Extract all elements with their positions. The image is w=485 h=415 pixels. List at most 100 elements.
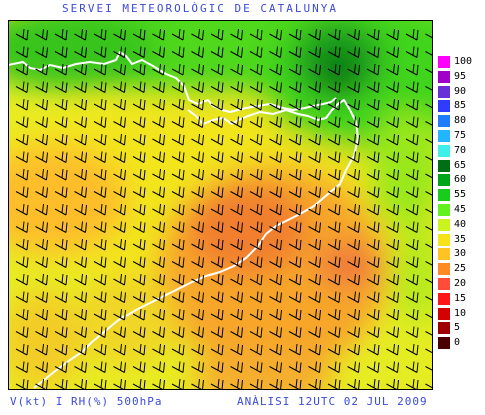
wind-barb xyxy=(230,291,243,303)
legend-item: 40 xyxy=(438,218,485,231)
wind-barb xyxy=(386,203,399,216)
wind-barb xyxy=(54,133,68,146)
wind-barb xyxy=(54,221,68,233)
wind-barb xyxy=(230,326,243,338)
wind-barb xyxy=(327,168,341,181)
wind-barb xyxy=(54,273,68,286)
legend-item: 75 xyxy=(438,130,485,142)
wind-barb xyxy=(54,46,68,58)
wind-barb xyxy=(171,116,185,128)
wind-barb xyxy=(152,238,165,251)
wind-barb xyxy=(132,343,146,356)
wind-barb xyxy=(386,326,399,338)
legend-swatch xyxy=(438,233,450,246)
wind-barb xyxy=(132,221,146,233)
wind-barb xyxy=(308,186,321,198)
legend-swatch xyxy=(438,204,450,216)
wind-barb xyxy=(230,221,243,233)
wind-barb xyxy=(308,81,321,93)
wind-barb xyxy=(366,133,380,146)
wind-barb xyxy=(386,361,399,373)
wind-barb xyxy=(249,98,263,111)
legend-label: 75 xyxy=(454,130,467,141)
wind-barb xyxy=(191,46,204,58)
legend-swatch xyxy=(438,115,450,128)
wind-barb xyxy=(405,221,419,233)
wind-barb xyxy=(386,98,399,111)
variable-label: V(kt) I RH(%) 500hPa xyxy=(10,395,163,408)
wind-barb xyxy=(230,186,243,198)
wind-barb xyxy=(288,308,302,321)
wind-barb xyxy=(15,116,29,128)
wind-barb xyxy=(269,361,282,373)
wind-barb xyxy=(35,168,48,181)
wind-barb xyxy=(113,63,126,76)
wind-barb xyxy=(210,203,224,216)
wind-barb xyxy=(93,343,107,356)
legend-swatch xyxy=(438,56,450,68)
wind-barb xyxy=(74,256,87,268)
wind-barb xyxy=(230,273,243,286)
wind-barb xyxy=(93,186,107,198)
wind-barb xyxy=(288,221,302,233)
wind-barb xyxy=(249,186,263,198)
wind-barb xyxy=(171,81,185,93)
wind-barb xyxy=(171,343,185,356)
wind-barb xyxy=(113,133,126,146)
wind-barb xyxy=(152,151,165,163)
wind-barb xyxy=(35,326,48,338)
wind-barb xyxy=(132,203,146,216)
wind-barb xyxy=(405,116,419,128)
wind-barb xyxy=(249,221,263,233)
wind-barb xyxy=(308,238,321,251)
legend-item: 45 xyxy=(438,204,485,216)
wind-barb xyxy=(269,63,282,76)
wind-barb xyxy=(405,133,419,146)
legend-item: 70 xyxy=(438,144,485,157)
wind-barb xyxy=(152,256,165,268)
wind-barb xyxy=(308,273,321,286)
wind-barb xyxy=(269,151,282,163)
wind-barb xyxy=(93,308,107,321)
wind-barb xyxy=(35,46,48,58)
wind-barb xyxy=(405,291,419,303)
legend-item: 5 xyxy=(438,322,485,335)
legend-swatch xyxy=(438,278,450,290)
wind-barb xyxy=(132,151,146,163)
wind-barb xyxy=(269,133,282,146)
wind-barb xyxy=(347,186,360,198)
legend-label: 25 xyxy=(454,263,467,275)
wind-barb xyxy=(54,203,68,216)
wind-barb xyxy=(347,133,360,146)
wind-barb xyxy=(210,98,224,111)
wind-barb xyxy=(308,168,321,181)
legend-swatch xyxy=(438,218,450,231)
legend-swatch xyxy=(438,307,450,320)
wind-barb xyxy=(191,28,204,41)
wind-barb xyxy=(327,273,341,286)
legend-swatch xyxy=(438,189,450,202)
legend-label: 10 xyxy=(454,307,467,319)
wind-barb xyxy=(74,116,87,128)
wind-barb xyxy=(132,63,146,76)
wind-barb xyxy=(386,238,399,251)
humidity-field xyxy=(8,20,433,390)
wind-barb xyxy=(74,361,87,373)
wind-barb xyxy=(191,326,204,338)
wind-barb xyxy=(93,98,107,111)
wind-barb xyxy=(74,203,87,216)
wind-barb xyxy=(386,81,399,93)
wind-barb xyxy=(405,203,419,216)
wind-barb xyxy=(230,63,243,76)
legend: 100 95 90 85 80 75 70 65 60 55 45 40 35 30 25 20 15 10 5 0 xyxy=(438,56,485,356)
wind-barb xyxy=(210,256,224,268)
wind-barb xyxy=(35,361,48,373)
legend-item: 20 xyxy=(438,278,485,290)
wind-barb xyxy=(132,46,146,58)
wind-barb xyxy=(347,343,360,356)
wind-barb xyxy=(288,98,302,111)
legend-swatch xyxy=(438,292,450,305)
wind-barb xyxy=(288,238,302,251)
wind-barb xyxy=(269,98,282,111)
legend-label: 55 xyxy=(454,189,467,201)
